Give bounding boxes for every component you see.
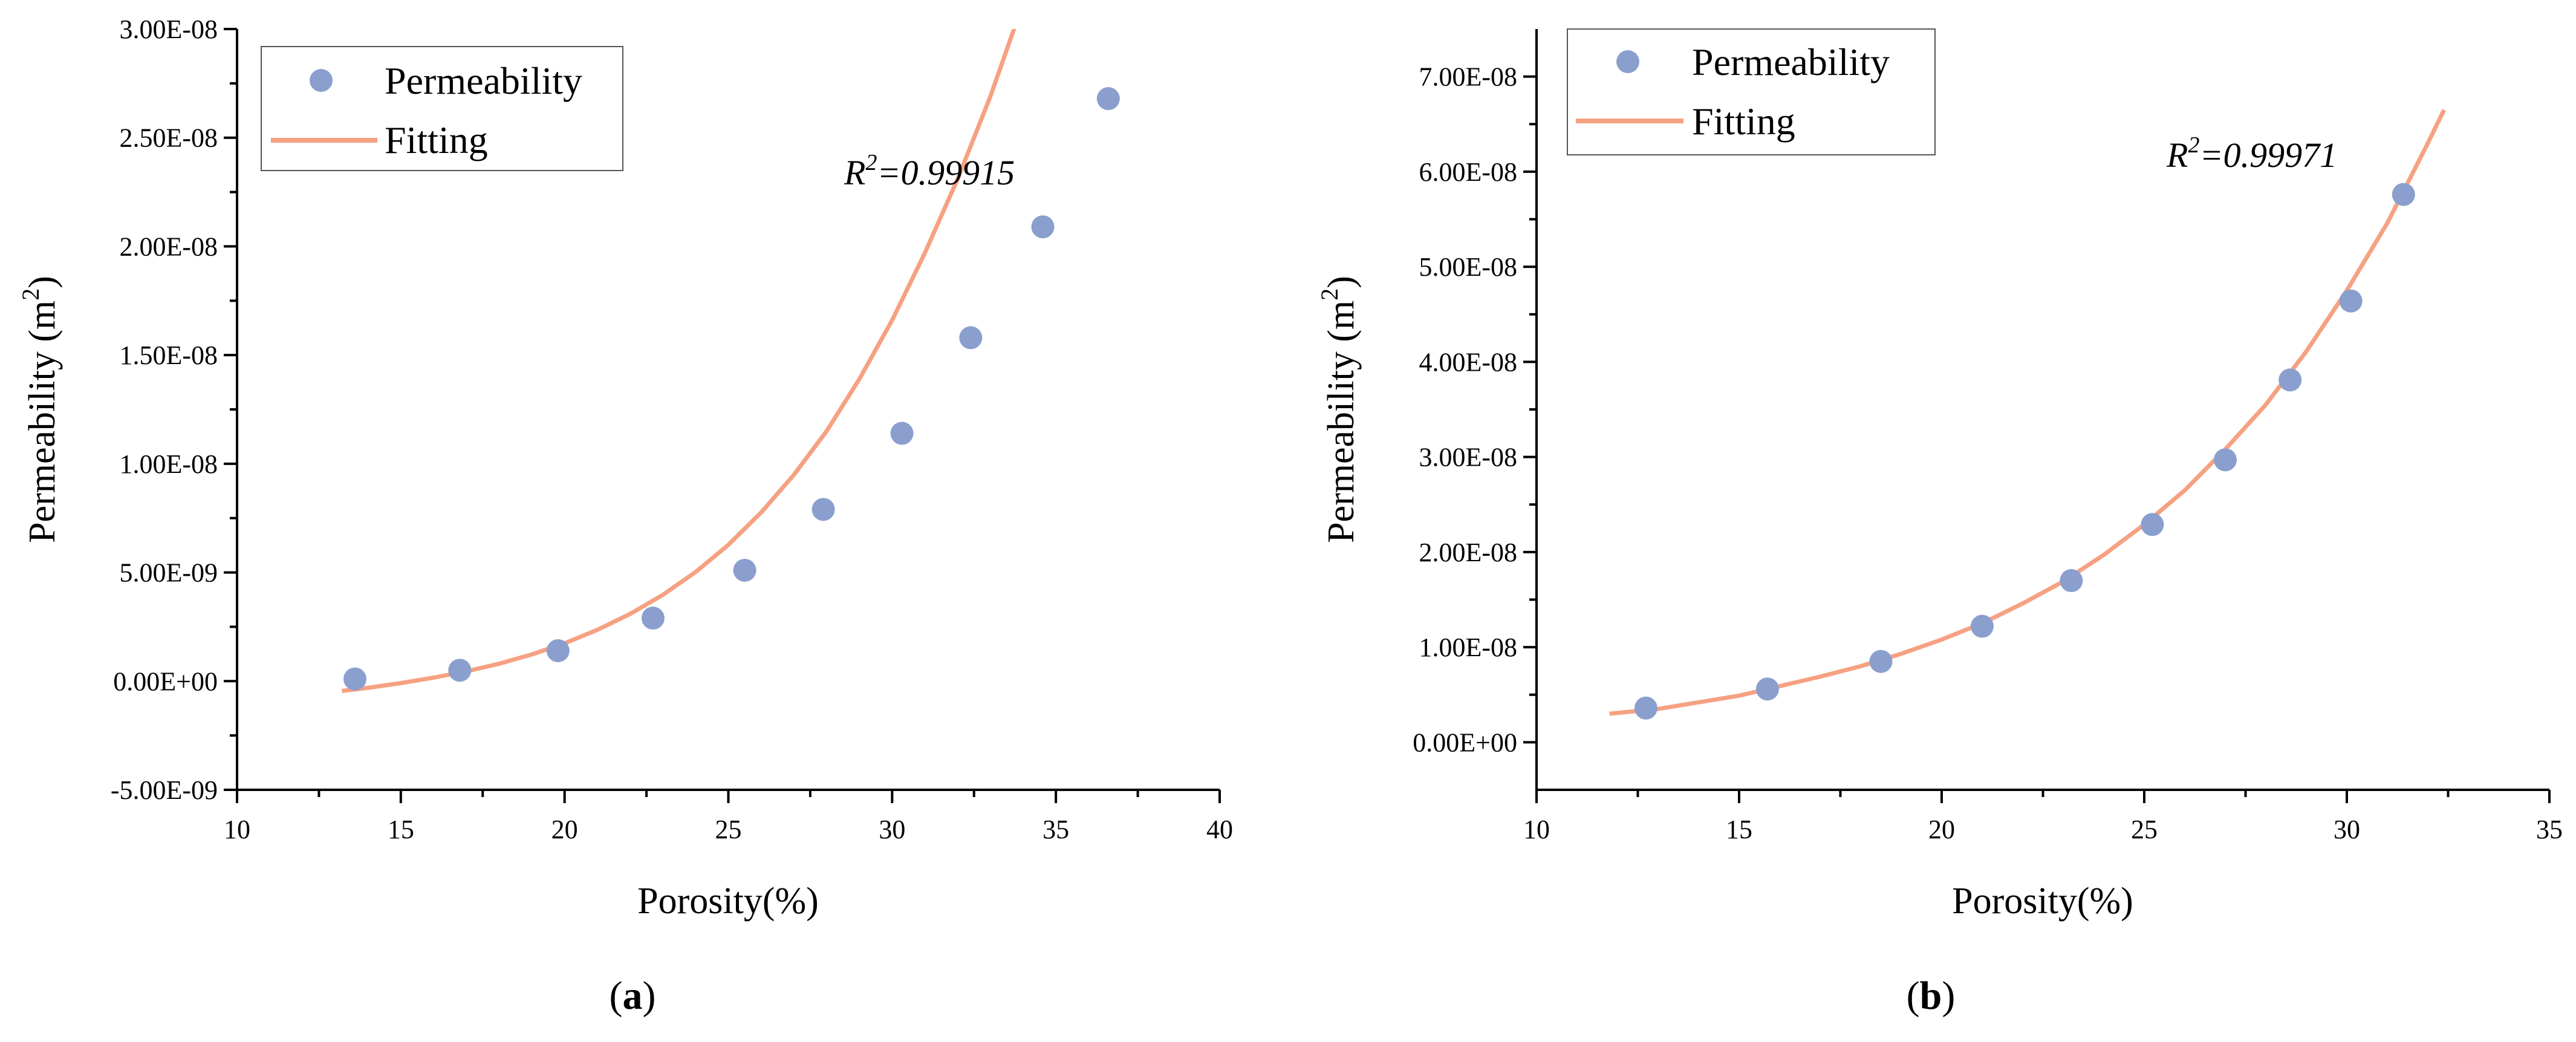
a-data-point: [1096, 87, 1120, 111]
a-data-point: [546, 639, 570, 662]
a-x-tick-label: 40: [1206, 815, 1233, 844]
b-y-tick-label: 6.00E-08: [1419, 157, 1517, 187]
a-legend-label-fitting: Fitting: [385, 119, 488, 161]
a-x-axis-title: Porosity(%): [637, 881, 819, 922]
b-y-tick-label: 3.00E-08: [1419, 443, 1517, 472]
b-legend-marker-permeability: [1616, 50, 1639, 73]
b-y-tick-label: 2.00E-08: [1419, 538, 1517, 567]
b-panel-label: (b): [1907, 974, 1956, 1018]
b-data-point: [2392, 183, 2415, 206]
a-data-point: [890, 422, 914, 445]
b-data-point: [1634, 696, 1657, 720]
a-x-tick-label: 30: [879, 815, 905, 844]
panel-a: 10 15 20 25 30 35 40 -5.00E-09 0.00E+00 5.00E-09 1…: [17, 15, 1233, 1018]
b-fitting-curve: [1609, 109, 2446, 716]
b-data-point: [2278, 368, 2302, 392]
b-data-point: [2214, 448, 2237, 472]
a-x-tick-label: 20: [551, 815, 578, 844]
a-legend-marker-permeability: [310, 69, 333, 92]
b-legend-label-permeability: Permeability: [1692, 41, 1890, 83]
a-y-tick-label: 1.00E-08: [119, 449, 218, 479]
a-y-tick-label: 1.50E-08: [119, 340, 218, 370]
a-data-point: [812, 498, 835, 521]
b-points-group: [1634, 183, 2415, 720]
a-x-tick-label: 15: [388, 815, 414, 844]
a-x-tick-label: 35: [1042, 815, 1069, 844]
a-y-tick-label: 5.00E-09: [119, 558, 218, 588]
b-x-tick-label: 15: [1726, 815, 1752, 844]
a-data-point: [641, 607, 665, 630]
a-data-point: [343, 667, 366, 691]
panel-b: 10 15 20 25 30 35 0.00E+00 1.00E-08 2.00E-08 3.00…: [1316, 28, 2563, 1018]
b-legend-box: [1567, 28, 1936, 155]
a-y-axis-title: Permeability (m2): [17, 276, 63, 543]
b-r-squared: R2=0.99971: [2166, 132, 2337, 175]
b-data-point: [1869, 650, 1893, 673]
a-legend-box: [261, 46, 623, 171]
b-y-tick-label: 5.00E-08: [1419, 252, 1517, 282]
b-x-tick-label: 25: [2131, 815, 2158, 844]
b-ticks: 10 15 20 25 30 35 0.00E+00 1.00E-08 2.00E-08 3.00…: [1413, 62, 2563, 844]
a-panel-label: (a): [610, 974, 656, 1018]
b-x-tick-label: 10: [1523, 815, 1550, 844]
b-data-point: [1971, 614, 1994, 638]
a-data-point: [959, 326, 983, 350]
b-x-tick-label: 20: [1928, 815, 1955, 844]
b-data-point: [2141, 513, 2164, 536]
a-ticks: 10 15 20 25 30 35 40 -5.00E-09 0.00E+00 5.00E-09 1…: [111, 15, 1233, 844]
a-y-tick-label: 2.50E-08: [119, 123, 218, 153]
b-legend-label-fitting: Fitting: [1692, 100, 1795, 143]
b-data-point: [2339, 289, 2363, 313]
a-data-point: [1031, 215, 1055, 239]
a-legend-label-permeability: Permeability: [385, 59, 582, 102]
a-x-tick-label: 10: [224, 815, 250, 844]
b-data-point: [1755, 677, 1779, 701]
a-r-squared: R2=0.99915: [844, 150, 1015, 192]
b-fit-line-group: [1609, 109, 2446, 716]
a-y-tick-label: 2.00E-08: [119, 232, 218, 261]
b-y-axis-title: Permeability (m2): [1316, 276, 1362, 543]
b-y-tick-label: 0.00E+00: [1413, 728, 1517, 757]
a-y-tick-label: 3.00E-08: [119, 15, 218, 44]
a-points-group: [343, 87, 1120, 691]
b-y-tick-label: 4.00E-08: [1419, 347, 1517, 377]
b-x-tick-label: 35: [2536, 815, 2563, 844]
a-y-tick-label: 0.00E+00: [113, 666, 218, 696]
a-y-tick-label: -5.00E-09: [111, 775, 218, 805]
b-y-tick-label: 1.00E-08: [1419, 633, 1517, 662]
a-data-point: [733, 558, 756, 582]
b-data-point: [2060, 569, 2083, 593]
b-x-axis-title: Porosity(%): [1952, 881, 2133, 922]
b-x-tick-label: 30: [2334, 815, 2360, 844]
a-x-tick-label: 25: [715, 815, 742, 844]
a-data-point: [448, 659, 472, 682]
b-y-tick-label: 7.00E-08: [1419, 62, 1517, 92]
